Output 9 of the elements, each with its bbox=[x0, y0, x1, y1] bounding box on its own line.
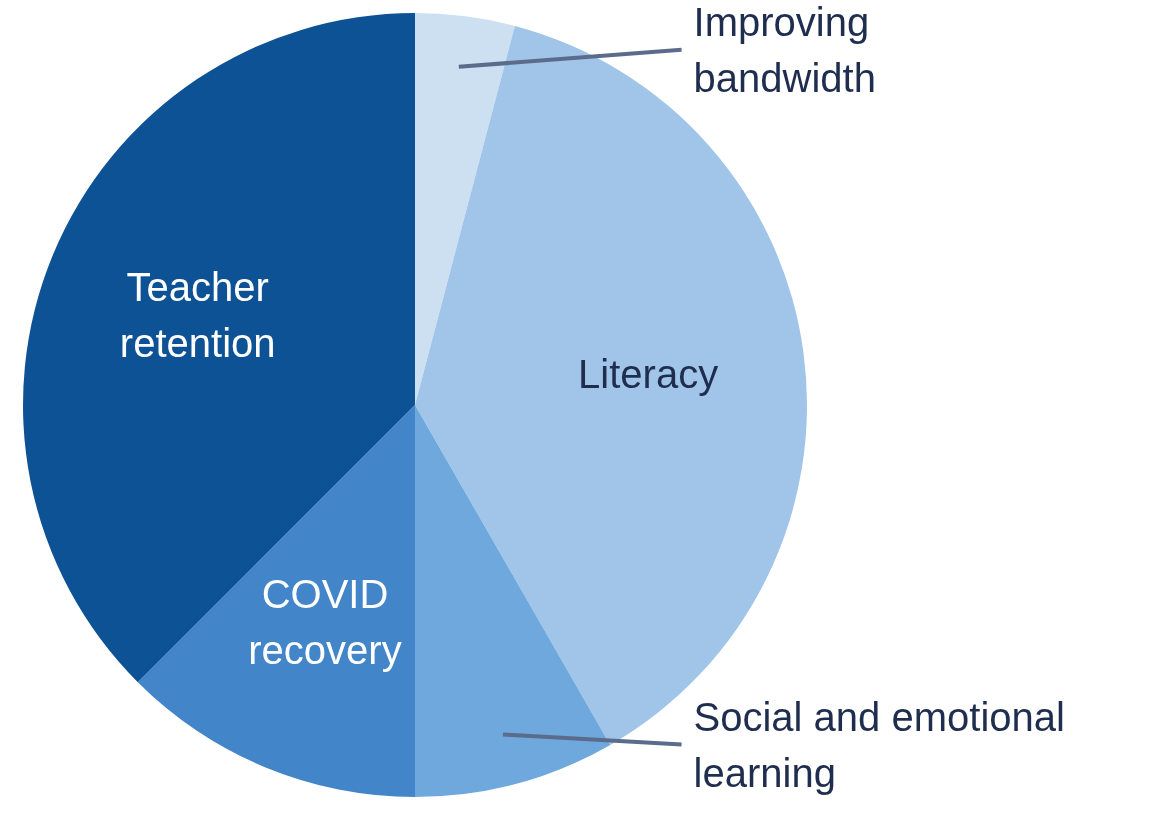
slice-label: Improving bandwidth bbox=[693, 0, 876, 100]
slice-label: Literacy bbox=[578, 352, 719, 397]
pie-slice bbox=[415, 405, 611, 797]
pie-slice bbox=[137, 405, 415, 797]
slice-label: COVID recovery bbox=[248, 572, 402, 673]
pie-slice bbox=[23, 13, 415, 683]
pie-slice bbox=[415, 13, 515, 405]
slice-label: Teacher retention bbox=[119, 264, 276, 365]
slice-label: Social and emotional learning bbox=[693, 694, 1065, 795]
